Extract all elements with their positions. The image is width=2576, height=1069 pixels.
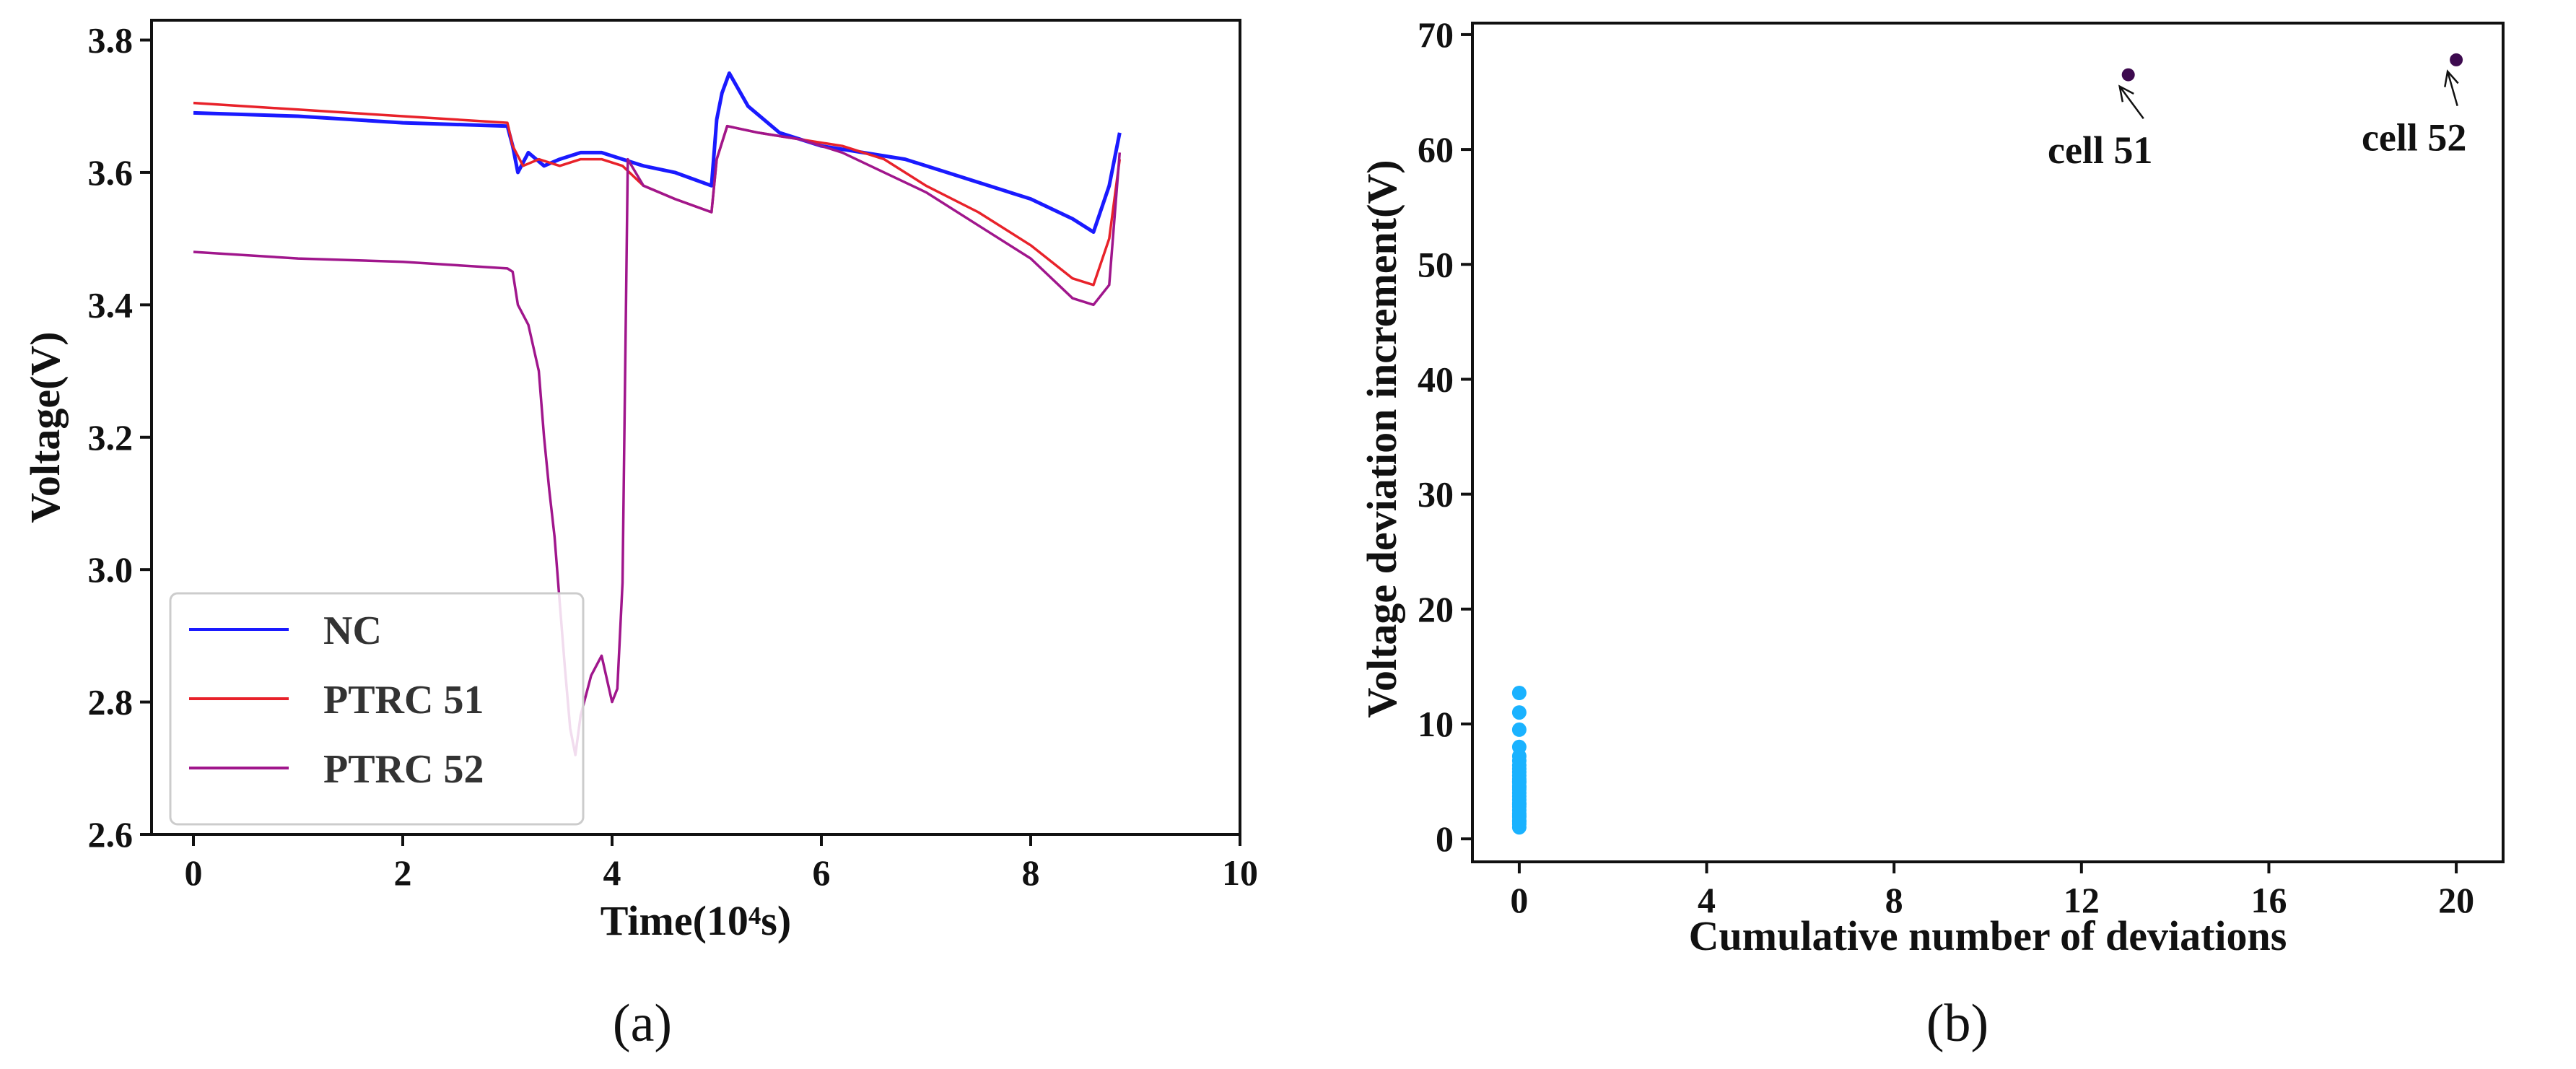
panel-b-points-group: [1511, 53, 2463, 835]
x-tick-label: 10: [1222, 852, 1258, 893]
y-tick-label: 3.2: [88, 417, 134, 458]
annotation-arrow-head: [2118, 84, 2134, 102]
y-tick-label: 10: [1418, 704, 1454, 744]
legend-label-nc: NC: [323, 608, 382, 653]
panel-a-y-axis-title: Voltage(V): [22, 331, 69, 523]
scatter-point-outlier: [2121, 68, 2135, 82]
y-tick-label: 0: [1436, 819, 1454, 859]
annotation-label: cell 52: [2362, 116, 2466, 160]
scatter-point-normal: [1511, 722, 1527, 737]
panel-a-series-group: [193, 71, 1122, 756]
x-tick-label: 4: [1698, 880, 1716, 920]
x-tick-label: 16: [2250, 880, 2287, 920]
scatter-point-normal: [1511, 705, 1527, 720]
x-tick-label: 8: [1022, 852, 1040, 893]
y-tick-label: 60: [1418, 129, 1454, 170]
panel-a-x-axis-title: Time(10⁴s): [601, 897, 791, 944]
series-line-ptrc-52: [193, 124, 1122, 756]
panel-b-label: (b): [1926, 994, 1988, 1053]
x-tick-label: 4: [603, 852, 621, 893]
y-tick-label: 30: [1418, 474, 1454, 515]
x-tick-label: 2: [394, 852, 412, 893]
annotation-arrow-head: [2444, 69, 2459, 87]
x-tick-label: 0: [1510, 880, 1528, 920]
panel-a-frame: [150, 19, 1241, 836]
panel-a-chart: NC PTRC 51 PTRC 52 0 2 4 6 8 10 2.6 2.8 3.0 3.2 3…: [22, 19, 1258, 1053]
x-tick-label: 6: [813, 852, 831, 893]
scatter-point-normal: [1511, 797, 1527, 812]
scatter-point-normal: [1511, 686, 1527, 700]
y-tick-label: 40: [1418, 359, 1454, 399]
y-tick-label: 2.6: [88, 814, 134, 855]
panel-a-x-ticks: 0 2 4 6 8 10: [185, 834, 1258, 893]
annotation-label: cell 51: [2048, 128, 2152, 172]
panel-b-y-ticks: 0 10 20 30 40 50 60 70: [1418, 14, 1472, 859]
panel-a-y-ticks: 2.6 2.8 3.0 3.2 3.4 3.6 3.8: [88, 20, 152, 855]
scatter-point-normal: [1511, 774, 1527, 789]
y-tick-label: 2.8: [88, 682, 134, 723]
panel-a-label: (a): [613, 994, 672, 1053]
panel-a-legend: NC PTRC 51 PTRC 52: [169, 592, 585, 826]
scatter-point-normal: [1511, 808, 1527, 824]
legend-label-ptrc51: PTRC 51: [323, 678, 484, 723]
y-tick-label: 3.0: [88, 549, 134, 590]
panel-b-frame: [1471, 22, 2505, 863]
scatter-point-normal: [1511, 739, 1527, 754]
legend-label-ptrc52: PTRC 52: [323, 747, 484, 792]
series-line-nc: [193, 71, 1122, 234]
annotation-arrow-line: [2446, 71, 2458, 107]
y-tick-label: 3.4: [88, 284, 134, 325]
x-tick-label: 20: [2438, 880, 2474, 920]
series-line-ptrc-51: [193, 101, 1122, 287]
panel-b-x-axis-title: Cumulative number of deviations: [1689, 912, 2287, 959]
panel-b-chart: cell 51 cell 52 0 4 8 12 16 20 0 10 20 30 40 50 60 70…: [1358, 14, 2505, 1053]
x-tick-label: 0: [185, 852, 203, 893]
panel-b-x-ticks: 0 4 8 12 16 20: [1510, 862, 2474, 920]
x-tick-label: 8: [1885, 880, 1903, 920]
y-tick-label: 50: [1418, 244, 1454, 284]
panel-b-annotations: cell 51 cell 52: [2048, 69, 2466, 172]
y-tick-label: 3.8: [88, 20, 134, 61]
x-tick-label: 12: [2064, 880, 2100, 920]
annotation-arrow-line: [2118, 85, 2144, 119]
scatter-point-outlier: [2450, 53, 2463, 66]
panel-b-y-axis-title: Voltage deviation increment(V): [1358, 160, 1405, 717]
y-tick-label: 70: [1418, 14, 1454, 55]
y-tick-label: 20: [1418, 589, 1454, 629]
y-tick-label: 3.6: [88, 152, 134, 193]
